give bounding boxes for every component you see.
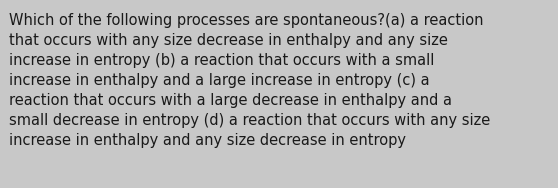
Text: Which of the following processes are spontaneous?(a) a reaction
that occurs with: Which of the following processes are spo… — [9, 13, 490, 148]
